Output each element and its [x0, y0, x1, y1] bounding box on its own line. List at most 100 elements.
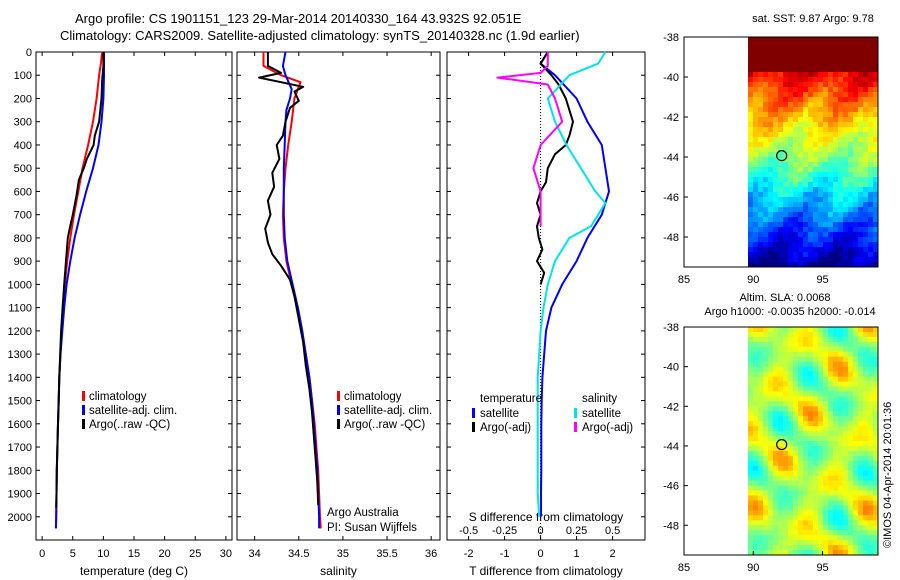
- sst-cell: [788, 212, 794, 218]
- sla-cell: [808, 381, 814, 388]
- sla-cell: [858, 332, 864, 338]
- sla-cell: [848, 346, 854, 353]
- sst-cell: [793, 142, 799, 148]
- sst-cell: [853, 82, 859, 88]
- sla-cell: [868, 421, 874, 427]
- sst-cell: [803, 252, 809, 258]
- sla-cell: [773, 515, 779, 521]
- sst-cell: [833, 177, 839, 183]
- sst-cell: [818, 177, 824, 183]
- sst-cell: [863, 242, 869, 248]
- sst-cell: [818, 62, 824, 68]
- sla-cell: [828, 332, 834, 338]
- sst-cell: [858, 252, 864, 258]
- sst-cell: [783, 77, 789, 83]
- sla-cell: [753, 386, 759, 393]
- sla-cell: [863, 470, 869, 477]
- sst-cell: [833, 262, 839, 267]
- map-y-tick-label: -38: [663, 322, 679, 334]
- sst-cell: [813, 97, 819, 103]
- sla-cell: [793, 341, 799, 348]
- sst-cell: [763, 62, 769, 68]
- sst-cell: [803, 72, 809, 78]
- sla-cell: [753, 391, 759, 397]
- sla-cell: [873, 465, 878, 472]
- sst-cell: [853, 127, 859, 133]
- sst-cell: [768, 92, 774, 98]
- sla-cell: [868, 356, 874, 363]
- sla-cell: [768, 346, 774, 353]
- sla-cell: [853, 366, 859, 373]
- sla-cell: [758, 371, 764, 378]
- sst-cell: [758, 242, 764, 248]
- sst-cell: [753, 152, 759, 158]
- sst-cell: [753, 182, 759, 188]
- sla-cell: [828, 515, 834, 521]
- sla-cell: [808, 421, 814, 427]
- sla-cell: [853, 332, 859, 338]
- sla-cell: [873, 490, 878, 497]
- sla-cell: [858, 515, 864, 521]
- sla-cell: [823, 341, 829, 348]
- sla-cell: [823, 327, 829, 333]
- sla-cell: [763, 441, 769, 447]
- sla-cell: [813, 381, 819, 388]
- sla-cell: [773, 525, 779, 531]
- sst-cell: [843, 107, 849, 113]
- sst-cell: [833, 72, 839, 78]
- sla-cell: [758, 535, 764, 541]
- sla-cell: [813, 386, 819, 393]
- sla-cell: [858, 475, 864, 482]
- sla-cell: [853, 505, 859, 511]
- sla-cell: [788, 426, 794, 432]
- sla-cell: [873, 396, 878, 402]
- sst-cell: [853, 42, 859, 48]
- plot-frame: [236, 51, 441, 541]
- sla-cell: [773, 381, 779, 388]
- sla-cell: [823, 441, 829, 447]
- sst-cell: [808, 97, 814, 103]
- sla-cell: [858, 465, 864, 472]
- sst-cell: [823, 127, 829, 133]
- sla-cell: [748, 446, 754, 452]
- sla-cell: [843, 391, 849, 397]
- sla-cell: [853, 510, 859, 516]
- sla-cell: [748, 361, 754, 368]
- sla-cell: [778, 470, 784, 477]
- sst-cell: [863, 157, 869, 163]
- sst-cell: [748, 222, 754, 228]
- sla-cell: [753, 465, 759, 472]
- sla-cell: [813, 550, 819, 555]
- sst-cell: [863, 147, 869, 153]
- sla-cell: [848, 515, 854, 521]
- sla-cell: [778, 341, 784, 348]
- sla-cell: [773, 480, 779, 487]
- sla-cell: [828, 411, 834, 417]
- sla-cell: [818, 386, 824, 393]
- sst-cell: [788, 82, 794, 88]
- sst-cell: [783, 102, 789, 108]
- sst-cell: [763, 257, 769, 263]
- sla-cell: [773, 406, 779, 412]
- sla-cell: [803, 411, 809, 417]
- sst-cell: [813, 252, 819, 258]
- sla-cell: [763, 446, 769, 452]
- sla-cell: [768, 535, 774, 541]
- sst-cell: [828, 137, 834, 143]
- annotation-argo-australia: Argo Australia: [327, 507, 399, 519]
- sla-cell: [808, 460, 814, 467]
- sla-cell: [783, 361, 789, 368]
- sla-cell: [858, 416, 864, 422]
- sst-cell: [748, 87, 754, 93]
- sst-cell: [858, 67, 864, 73]
- sla-cell: [798, 545, 804, 551]
- sst-cell: [828, 142, 834, 148]
- sst-cell: [843, 72, 849, 78]
- sst-cell: [868, 57, 874, 63]
- sst-cell: [788, 217, 794, 223]
- sst-cell: [758, 142, 764, 148]
- sst-cell: [818, 187, 824, 193]
- sla-cell: [753, 500, 759, 507]
- sst-cell: [858, 97, 864, 103]
- sla-cell: [868, 361, 874, 368]
